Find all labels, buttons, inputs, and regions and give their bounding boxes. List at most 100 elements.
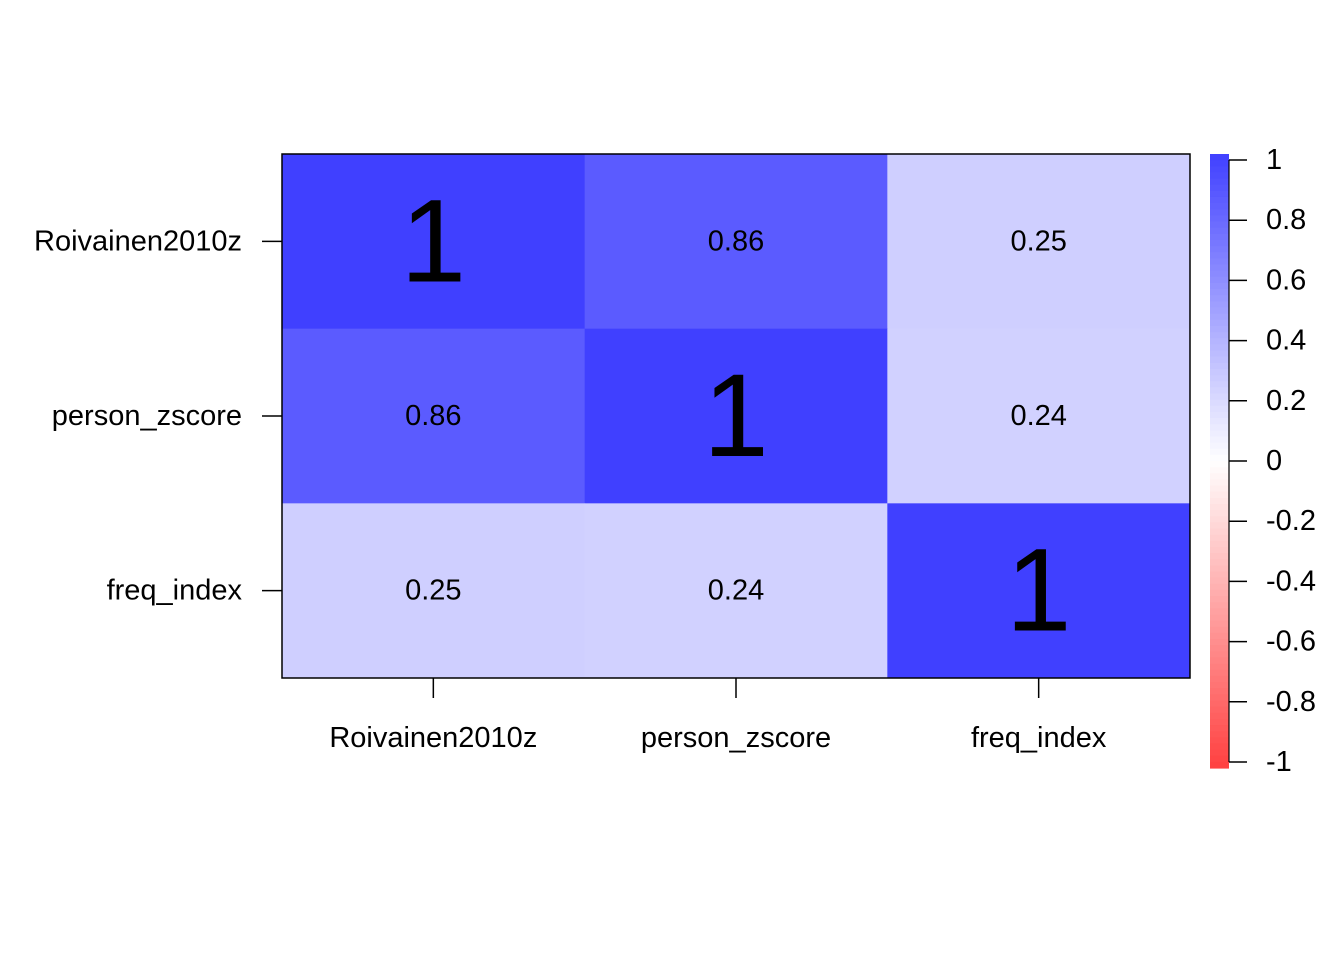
x-axis: Roivainen2010z person_zscore freq_index bbox=[329, 678, 1107, 754]
cell-value-label: 1 bbox=[401, 175, 467, 307]
colorbar-segment bbox=[1210, 632, 1229, 640]
colorbar-segment bbox=[1210, 583, 1229, 591]
colorbar-segment bbox=[1210, 761, 1229, 769]
colorbar-segment bbox=[1210, 614, 1229, 622]
colorbar-tick-label: 0.8 bbox=[1266, 204, 1306, 236]
heatmap-cell bbox=[584, 503, 888, 679]
colorbar-segment bbox=[1210, 479, 1229, 487]
colorbar-segment bbox=[1210, 418, 1229, 425]
colorbar-segment bbox=[1210, 528, 1229, 536]
colorbar-tick-label: 0.4 bbox=[1266, 325, 1306, 357]
colorbar-segment bbox=[1210, 282, 1229, 290]
colorbar-segment bbox=[1210, 755, 1229, 763]
colorbar-segment bbox=[1210, 196, 1229, 204]
colorbar-segment bbox=[1210, 743, 1229, 751]
colorbar-segment bbox=[1210, 405, 1229, 413]
heatmap-cell bbox=[282, 154, 586, 330]
colorbar-segment bbox=[1210, 645, 1229, 652]
colorbar-segment bbox=[1210, 602, 1229, 609]
cell-value-label: 1 bbox=[703, 350, 769, 482]
colorbar-segment bbox=[1210, 239, 1229, 247]
heatmap-cell bbox=[887, 154, 1191, 330]
colorbar-segment bbox=[1210, 430, 1229, 438]
y-tick-label: freq_index bbox=[107, 575, 243, 607]
heatmap-cell bbox=[887, 503, 1191, 679]
x-tick-label: freq_index bbox=[971, 722, 1107, 754]
colorbar-segment bbox=[1210, 233, 1229, 241]
colorbar-segment bbox=[1210, 393, 1229, 401]
colorbar-segment bbox=[1210, 442, 1229, 450]
colorbar-segment bbox=[1210, 319, 1229, 327]
colorbar-segment bbox=[1210, 172, 1229, 180]
colorbar-segment bbox=[1210, 227, 1229, 235]
colorbar-segment bbox=[1210, 448, 1229, 456]
colorbar-segment bbox=[1210, 264, 1229, 272]
colorbar-segment bbox=[1210, 399, 1229, 407]
colorbar-tick-label: 0.2 bbox=[1266, 385, 1306, 417]
x-tick-label: Roivainen2010z bbox=[329, 722, 537, 754]
cell-value-label: 0.24 bbox=[1010, 400, 1066, 432]
colorbar-tick-label: -1 bbox=[1266, 746, 1292, 778]
y-tick-label: Roivainen2010z bbox=[34, 225, 242, 257]
cell-value-label: 0.86 bbox=[405, 400, 461, 432]
colorbar-segment bbox=[1210, 491, 1229, 499]
colorbar-segment bbox=[1210, 669, 1229, 677]
colorbar-segment bbox=[1210, 313, 1229, 321]
colorbar-segment bbox=[1210, 160, 1229, 167]
colorbar-segment bbox=[1210, 682, 1229, 689]
colorbar-segment bbox=[1210, 344, 1229, 352]
colorbar-segment bbox=[1210, 270, 1229, 278]
colorbar-segment bbox=[1210, 534, 1229, 542]
heatmap-cell bbox=[584, 328, 888, 504]
cell-value-label: 0.25 bbox=[405, 575, 461, 607]
colorbar-segment bbox=[1210, 203, 1229, 210]
colorbar-segment bbox=[1210, 540, 1229, 548]
colorbar-segment bbox=[1210, 718, 1229, 726]
colorbar-segment bbox=[1210, 620, 1229, 628]
colorbar-tick-label: 1 bbox=[1266, 144, 1282, 176]
colorbar-segment bbox=[1210, 387, 1229, 395]
colorbar-segment bbox=[1210, 737, 1229, 745]
heatmap-cells bbox=[282, 154, 1191, 679]
colorbar-segment bbox=[1210, 657, 1229, 665]
colorbar-segment bbox=[1210, 725, 1229, 732]
colorbar-segment bbox=[1210, 209, 1229, 216]
colorbar-segment bbox=[1210, 166, 1229, 174]
colorbar-segment bbox=[1210, 362, 1229, 370]
cell-value-label: 1 bbox=[1006, 525, 1072, 657]
colorbar-segment bbox=[1210, 454, 1229, 462]
colorbar-segment bbox=[1210, 694, 1229, 702]
colorbar-tick-label: -0.8 bbox=[1266, 686, 1316, 718]
colorbar-tick-label: 0.6 bbox=[1266, 264, 1306, 296]
colorbar-segment bbox=[1210, 375, 1229, 382]
colorbar-segment bbox=[1210, 307, 1229, 315]
cell-value-label: 0.86 bbox=[708, 225, 764, 257]
color-legend: 1 0.8 0.6 0.4 0.2 0 -0.2 -0.4 -0.6 -0.8 -1 bbox=[1210, 144, 1316, 778]
colorbar-segment bbox=[1210, 246, 1229, 253]
colorbar-segment bbox=[1210, 571, 1229, 579]
colorbar-segment bbox=[1210, 473, 1229, 481]
colorbar-segment bbox=[1210, 749, 1229, 757]
colorbar-segment bbox=[1210, 712, 1229, 720]
heatmap-cell bbox=[282, 328, 586, 504]
colorbar-segment bbox=[1210, 700, 1229, 708]
colorbar-segment bbox=[1210, 295, 1229, 302]
colorbar-segment bbox=[1210, 338, 1229, 345]
y-tick-label: person_zscore bbox=[52, 400, 242, 432]
colorbar-segment bbox=[1210, 626, 1229, 634]
colorbar-segment bbox=[1210, 639, 1229, 646]
heatmap-cell bbox=[584, 154, 888, 330]
heatmap-cell-labels: 1 0.86 0.25 0.86 1 0.24 0.25 0.24 1 bbox=[401, 175, 1072, 656]
colorbar-segment bbox=[1210, 663, 1229, 671]
colorbar-segment bbox=[1210, 608, 1229, 616]
x-tick-label: person_zscore bbox=[641, 722, 831, 754]
colorbar-segment bbox=[1210, 332, 1229, 339]
colorbar-segment bbox=[1210, 675, 1229, 683]
colorbar-tick-label: 0 bbox=[1266, 445, 1282, 477]
colorbar-segment bbox=[1210, 553, 1229, 560]
colorbar-segment bbox=[1210, 559, 1229, 566]
colorbar-segment bbox=[1210, 411, 1229, 419]
colorbar-segment bbox=[1210, 497, 1229, 505]
